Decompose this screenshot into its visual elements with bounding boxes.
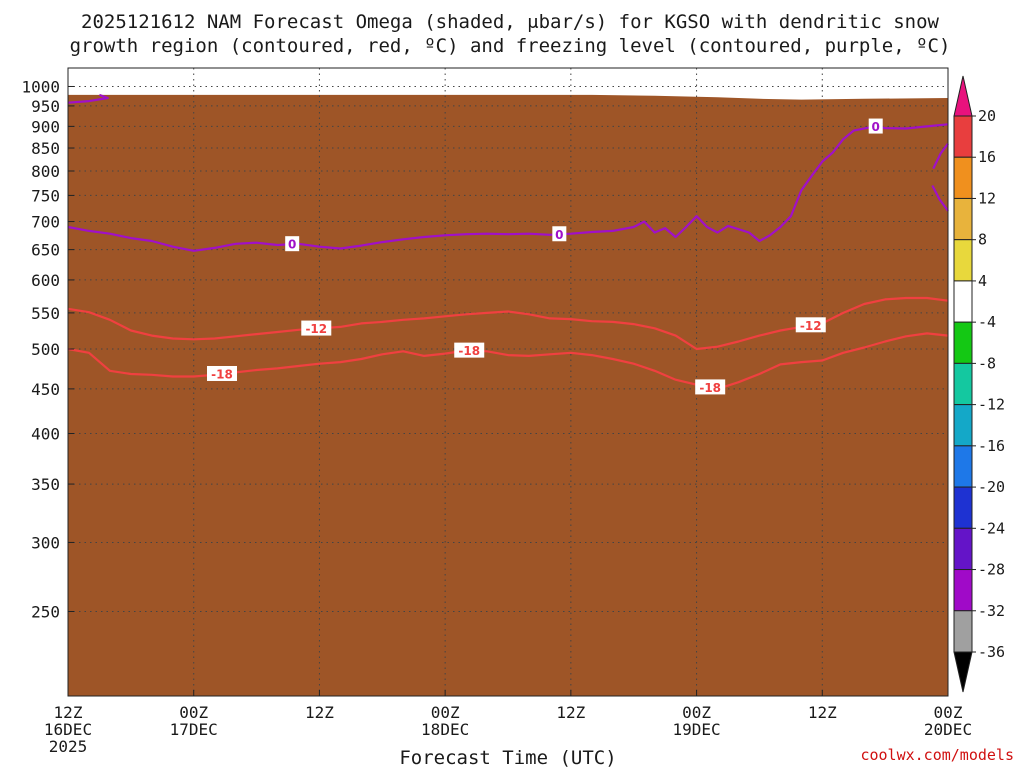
y-tick-label: 300 (31, 533, 60, 552)
minus-18-isotherm-label-box (695, 379, 726, 395)
y-tick-label: 850 (31, 139, 60, 158)
y-tick-label: 900 (31, 117, 60, 136)
colorbar-label: -36 (978, 643, 1005, 661)
colorbar-bin (953, 239, 973, 282)
colorbar-label: 4 (978, 272, 987, 290)
y-tick-label: 750 (31, 186, 60, 205)
freezing-level-label: 0 (555, 228, 563, 242)
freezing-level-label-box (868, 118, 883, 134)
colorbar-label: -28 (978, 561, 1005, 579)
freezing-level-late-line (931, 184, 949, 212)
colorbar-label: -24 (978, 519, 1005, 537)
x-tick-label: 00Z (179, 703, 208, 722)
freezing-level-late-2-line (932, 142, 949, 170)
terrain-surface (68, 94, 948, 696)
freezing-level-surface-line (67, 93, 109, 104)
colorbar-label: -8 (978, 354, 996, 372)
colorbar-label: 12 (978, 189, 996, 207)
colorbar-bin (953, 156, 973, 199)
minus-18-isotherm-label-box (454, 342, 485, 358)
colorbar-label: -32 (978, 602, 1005, 620)
minus-12-isotherm-label-box (795, 317, 826, 333)
contour-lines: -18 -18 -18 -12 -12 0 0 0 (67, 93, 949, 395)
y-tick-label: 600 (31, 271, 60, 290)
minus-18-isotherm-label-box (207, 365, 237, 381)
colorbar-label: -20 (978, 478, 1005, 496)
x-tick-label: 12Z (808, 703, 837, 722)
freezing-level-line (67, 123, 949, 252)
x-tick-label: 20DEC (924, 720, 972, 739)
freezing-level-label-box (285, 236, 300, 252)
x-tick-label: 00Z (934, 703, 963, 722)
colorbar-bottom-arrow (953, 651, 973, 693)
minus-12-isotherm-label: -12 (800, 319, 822, 333)
y-tick-label: 350 (31, 475, 60, 494)
x-tick-label: 12Z (305, 703, 334, 722)
colorbar-bin (953, 445, 973, 488)
colorbar-label: 20 (978, 107, 996, 125)
y-tick-label: 250 (31, 602, 60, 621)
colorbar-bin (953, 321, 973, 364)
freezing-level-label: 0 (872, 120, 880, 134)
colorbar-bin (953, 404, 973, 447)
x-tick-label: 2025 (49, 737, 88, 756)
y-tick-label: 650 (31, 241, 60, 260)
colorbar-label: -4 (978, 313, 996, 331)
colorbar-top-arrow (953, 75, 973, 117)
freezing-level-label-box (552, 226, 567, 242)
colorbar-bin (953, 610, 973, 653)
minus-18-isotherm-label: -18 (699, 381, 721, 395)
x-tick-label: 16DEC (44, 720, 92, 739)
title-line-1: 2025121612 NAM Forecast Omega (shaded, μ… (81, 11, 939, 33)
y-tick-label: 800 (31, 162, 60, 181)
x-tick-label: 17DEC (170, 720, 218, 739)
colorbar-bin (953, 527, 973, 571)
minus-18-isotherm-label: -18 (458, 344, 480, 358)
minus-18-isotherm-label: -18 (211, 367, 233, 381)
y-axis: 250 300 350 400 450 500 550 600 650 700 750 800 850 9… (21, 77, 74, 621)
source-credit: coolwx.com/models (860, 746, 1014, 764)
colorbar-label: 16 (978, 148, 996, 166)
x-tick-label: 00Z (682, 703, 711, 722)
x-tick-label: 00Z (431, 703, 460, 722)
freezing-level-label: 0 (288, 238, 296, 252)
colorbar-bin (953, 197, 973, 241)
x-tick-label: 12Z (54, 703, 83, 722)
x-tick-label: 19DEC (672, 720, 720, 739)
minus-12-isotherm-label: -12 (305, 322, 327, 336)
colorbar-label: 8 (978, 231, 987, 249)
y-tick-label: 700 (31, 213, 60, 232)
plot-frame (67, 67, 949, 697)
terrain-fill (68, 94, 948, 696)
colorbar-bin (953, 115, 973, 158)
minus-12-isotherm-label-box (301, 320, 332, 336)
colorbar-bin (953, 486, 973, 529)
title-line-2: growth region (contoured, red, ºC) and f… (70, 35, 951, 57)
x-tick-label: 12Z (556, 703, 585, 722)
chart-title: 2025121612 NAM Forecast Omega (shaded, μ… (70, 11, 951, 57)
y-tick-label: 950 (31, 97, 60, 116)
x-tick-label: 18DEC (421, 720, 469, 739)
colorbar-legend: 20 16 12 8 4 -4 -8 -12 -16 -20 -24 -28 -32 -36 (953, 75, 1005, 693)
y-tick-label: 500 (31, 340, 60, 359)
y-tick-label: 450 (31, 380, 60, 399)
y-tick-label: 400 (31, 424, 60, 443)
colorbar-bin (953, 280, 973, 323)
colorbar-bin (953, 569, 973, 612)
colorbar-label: -16 (978, 437, 1005, 455)
x-axis-title: Forecast Time (UTC) (399, 747, 616, 768)
colorbar-bin (953, 362, 973, 406)
colorbar-label: -12 (978, 396, 1005, 414)
y-tick-label: 1000 (21, 77, 60, 96)
y-tick-label: 550 (31, 304, 60, 323)
